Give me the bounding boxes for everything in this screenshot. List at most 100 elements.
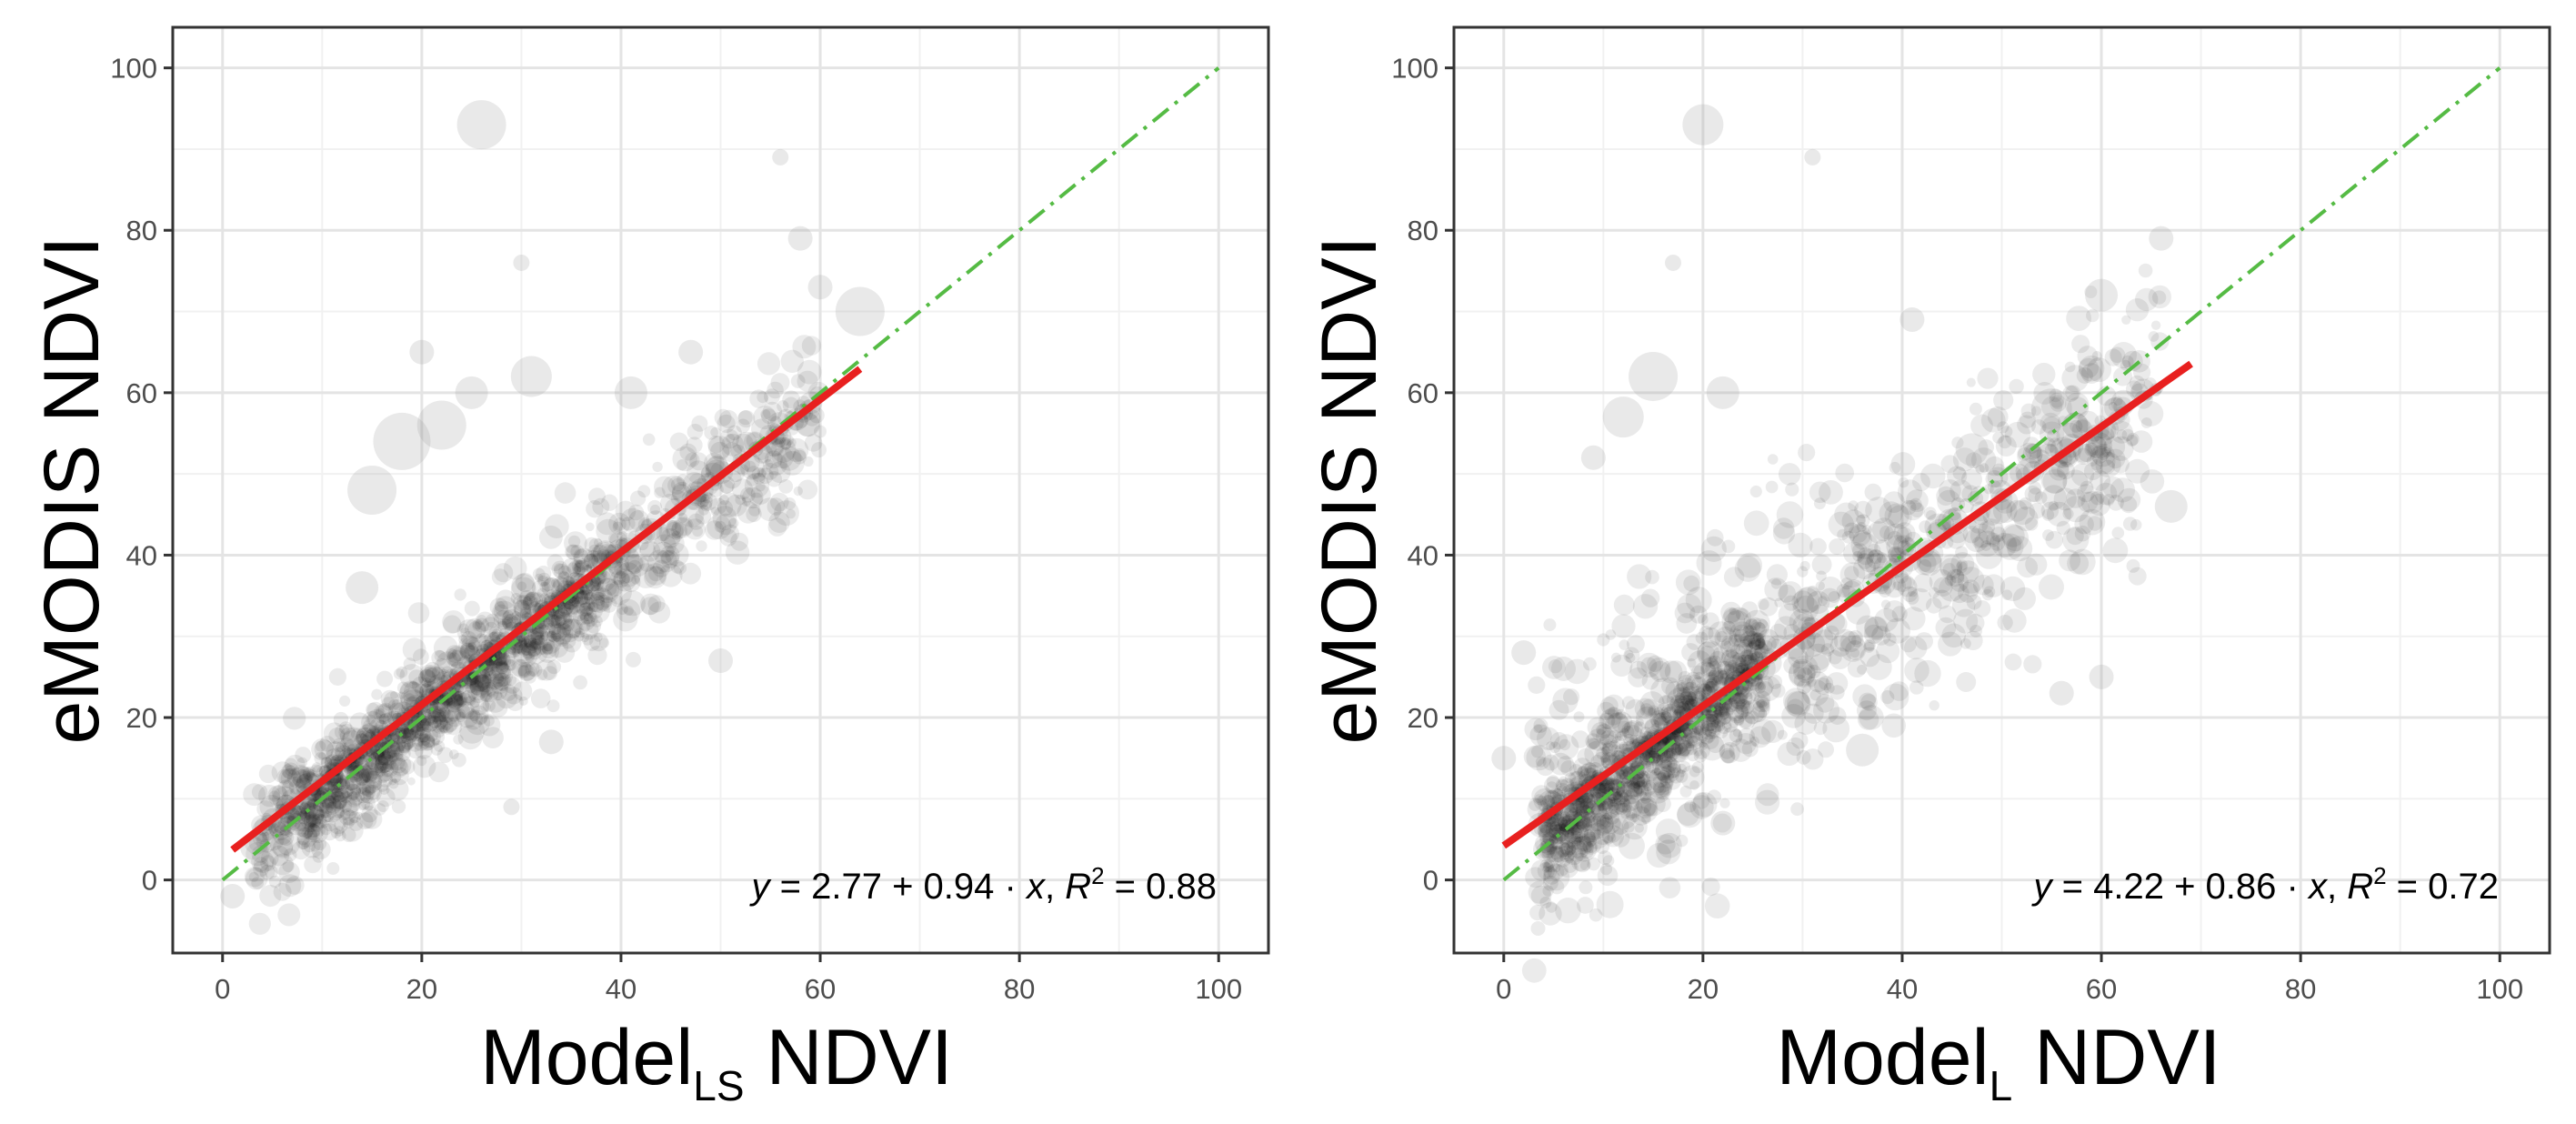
- data-point: [576, 590, 586, 600]
- data-point: [445, 718, 463, 736]
- data-point: [778, 479, 794, 494]
- data-point: [564, 531, 587, 556]
- data-point: [2130, 518, 2142, 531]
- data-point: [1689, 780, 1699, 790]
- data-point: [443, 724, 454, 735]
- data-point: [782, 396, 800, 414]
- data-point: [386, 778, 409, 801]
- data-point: [276, 768, 293, 785]
- data-point: [447, 697, 459, 708]
- data-point: [312, 851, 325, 863]
- data-point: [496, 618, 514, 635]
- data-point: [325, 800, 346, 821]
- data-point: [725, 540, 750, 565]
- data-point: [557, 565, 572, 579]
- data-point: [2080, 480, 2094, 495]
- data-point: [751, 418, 772, 440]
- data-point: [761, 462, 779, 480]
- data-point: [551, 622, 574, 645]
- data-point: [583, 613, 592, 622]
- data-point: [510, 634, 527, 651]
- data-point: [253, 857, 269, 872]
- data-point: [375, 708, 386, 719]
- data-point: [694, 495, 708, 509]
- data-point: [517, 665, 530, 677]
- data-point: [310, 764, 323, 778]
- data-point: [402, 637, 426, 662]
- data-point: [315, 740, 326, 752]
- data-point: [340, 784, 354, 798]
- data-point: [375, 758, 383, 767]
- data-point: [381, 761, 390, 770]
- data-point: [1607, 832, 1617, 843]
- data-point: [496, 661, 509, 675]
- data-point: [322, 810, 335, 823]
- data-point: [341, 799, 358, 817]
- data-point: [587, 646, 607, 666]
- data-point: [1770, 638, 1782, 649]
- data-point: [537, 572, 551, 587]
- data-point: [530, 627, 549, 646]
- data-point: [584, 537, 599, 552]
- data-point: [594, 595, 606, 607]
- data-point: [510, 593, 522, 605]
- data-point: [483, 634, 492, 642]
- data-point: [517, 664, 536, 682]
- outlier-point: [538, 729, 564, 755]
- data-point: [1587, 857, 1600, 871]
- data-point: [613, 568, 636, 592]
- data-point: [737, 410, 756, 428]
- data-point: [1749, 485, 1762, 498]
- outlier-point: [456, 100, 506, 150]
- data-point: [267, 785, 289, 807]
- data-point: [717, 500, 734, 517]
- data-point: [536, 639, 559, 663]
- data-point: [787, 437, 797, 448]
- data-point: [492, 672, 505, 685]
- data-point: [766, 471, 783, 487]
- data-point: [407, 777, 416, 786]
- data-point: [414, 740, 433, 759]
- data-point: [1758, 708, 1768, 718]
- data-point: [371, 688, 383, 700]
- data-point: [539, 525, 563, 549]
- data-point: [1969, 402, 1982, 416]
- data-point: [764, 450, 783, 469]
- data-point: [334, 829, 346, 842]
- data-point: [360, 760, 384, 784]
- data-point: [1600, 746, 1611, 757]
- data-point: [323, 722, 346, 744]
- outlier-point: [455, 376, 488, 409]
- data-point: [573, 608, 589, 626]
- data-point: [1920, 463, 1946, 489]
- data-point: [626, 554, 649, 577]
- data-point: [403, 693, 416, 706]
- data-point: [525, 653, 535, 663]
- data-point: [385, 733, 406, 755]
- data-point: [458, 635, 468, 645]
- data-point: [474, 617, 490, 633]
- data-point: [1734, 628, 1749, 644]
- data-point: [767, 497, 786, 516]
- data-point: [499, 667, 512, 679]
- data-point: [2002, 608, 2027, 633]
- data-point: [1699, 723, 1710, 733]
- data-point: [514, 601, 531, 619]
- data-point: [793, 486, 803, 497]
- data-point: [339, 721, 353, 735]
- data-point: [559, 623, 572, 636]
- data-point: [647, 499, 663, 515]
- data-point: [457, 725, 483, 750]
- data-point: [261, 848, 279, 868]
- data-point: [466, 672, 479, 686]
- data-point: [1559, 738, 1571, 751]
- data-point: [774, 436, 787, 447]
- data-point: [446, 692, 464, 711]
- data-point: [578, 619, 599, 640]
- data-point: [488, 662, 514, 687]
- data-point: [792, 449, 807, 465]
- outlier-point: [2154, 489, 2188, 523]
- data-point: [304, 855, 322, 874]
- data-point: [318, 797, 345, 823]
